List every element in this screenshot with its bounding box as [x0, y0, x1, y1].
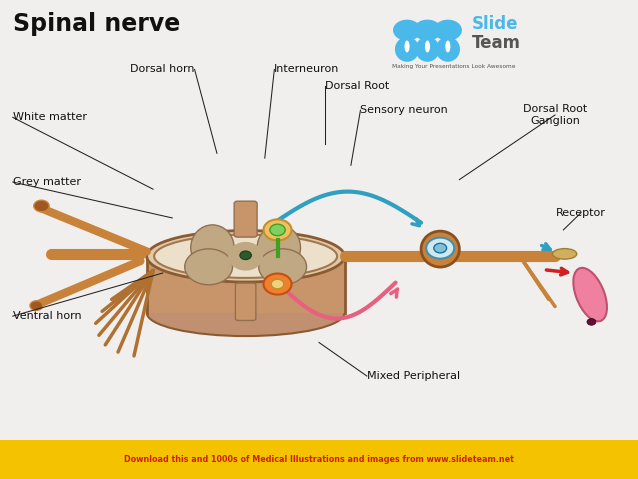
Text: Slide: Slide: [472, 15, 519, 33]
Ellipse shape: [147, 290, 345, 336]
Ellipse shape: [436, 37, 460, 62]
Text: Grey matter: Grey matter: [13, 177, 81, 187]
Circle shape: [34, 200, 49, 212]
Circle shape: [434, 243, 447, 253]
Ellipse shape: [228, 242, 263, 271]
Circle shape: [30, 301, 43, 310]
Text: Ventral horn: Ventral horn: [13, 311, 82, 321]
Text: Making Your Presentations Look Awesome: Making Your Presentations Look Awesome: [392, 64, 516, 68]
Ellipse shape: [574, 268, 607, 321]
FancyBboxPatch shape: [235, 283, 256, 320]
Circle shape: [413, 20, 441, 41]
Circle shape: [587, 319, 596, 325]
Circle shape: [426, 238, 454, 259]
Ellipse shape: [425, 41, 430, 53]
Ellipse shape: [415, 37, 440, 62]
Text: Sensory neuron: Sensory neuron: [360, 105, 449, 115]
Text: Dorsal Root
Ganglion: Dorsal Root Ganglion: [523, 104, 587, 126]
Text: Dorsal horn: Dorsal horn: [130, 65, 195, 74]
Ellipse shape: [154, 235, 337, 278]
Circle shape: [240, 251, 251, 260]
Text: Team: Team: [472, 34, 521, 52]
Text: Mixed Peripheral: Mixed Peripheral: [367, 371, 460, 381]
Ellipse shape: [147, 230, 345, 282]
Circle shape: [271, 279, 284, 289]
Circle shape: [270, 224, 285, 236]
Bar: [0, 440, 638, 479]
Ellipse shape: [259, 249, 307, 285]
Ellipse shape: [257, 225, 300, 270]
Ellipse shape: [191, 225, 234, 270]
FancyBboxPatch shape: [234, 201, 257, 237]
Text: Download this and 1000s of Medical Illustrations and images from www.slideteam.n: Download this and 1000s of Medical Illus…: [124, 455, 514, 464]
Circle shape: [263, 219, 292, 240]
Circle shape: [434, 20, 462, 41]
Text: Dorsal Root: Dorsal Root: [325, 81, 390, 91]
Circle shape: [393, 20, 421, 41]
Ellipse shape: [404, 41, 410, 53]
Text: Receptor: Receptor: [556, 208, 605, 218]
Bar: [389, 2, 638, 77]
Ellipse shape: [395, 37, 419, 62]
Ellipse shape: [185, 249, 232, 285]
Text: Spinal nerve: Spinal nerve: [13, 12, 180, 36]
Text: White matter: White matter: [13, 113, 87, 122]
Text: Interneuron: Interneuron: [274, 65, 339, 74]
Ellipse shape: [421, 231, 459, 267]
FancyBboxPatch shape: [147, 256, 345, 313]
Circle shape: [263, 274, 292, 295]
Ellipse shape: [553, 249, 577, 259]
Ellipse shape: [445, 41, 450, 53]
